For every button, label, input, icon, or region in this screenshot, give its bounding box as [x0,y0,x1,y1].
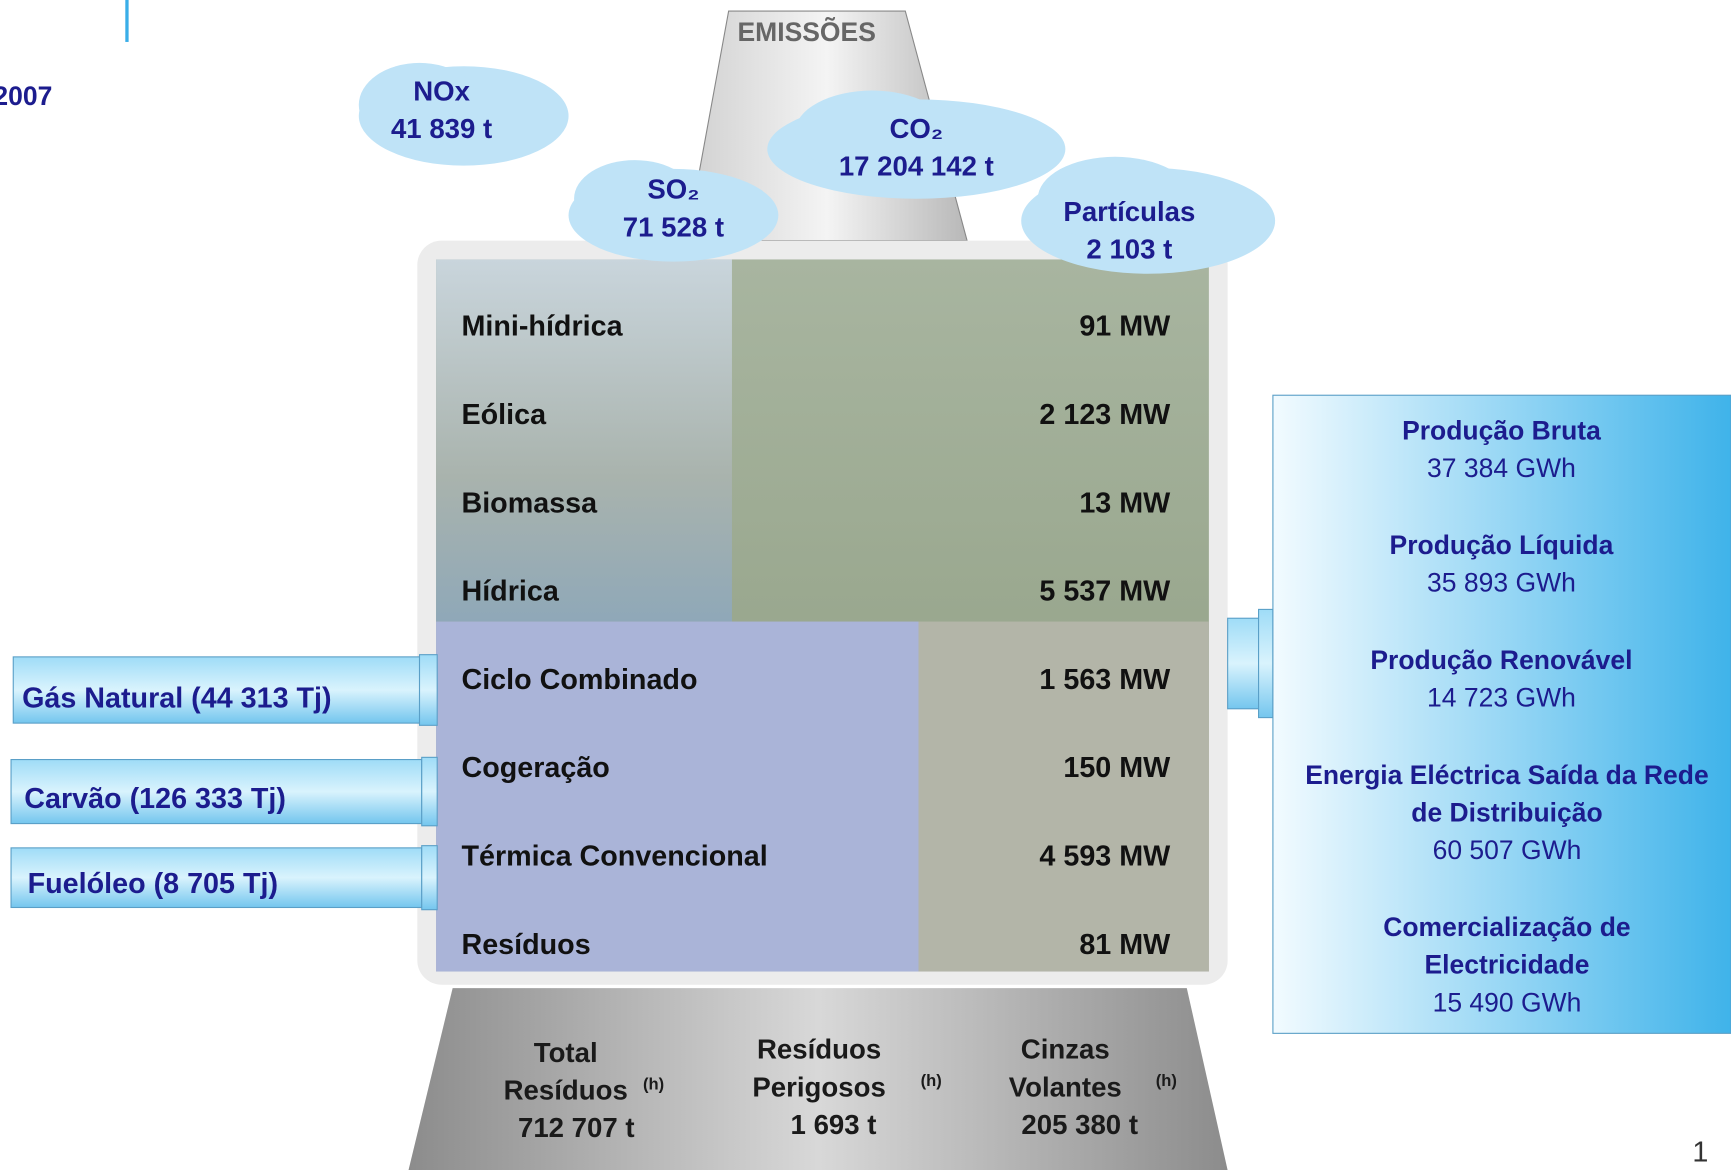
capacity-label: Mini-hídrica [461,309,622,343]
emission-value: 41 839 t [353,110,530,148]
waste-item: Total Resíduos(h) 712 707 t [466,1034,687,1147]
waste-note: (h) [643,1075,664,1094]
capacity-label: Cogeração [461,751,609,785]
production-title: Energia Eléctrica Saída da Rede de Distr… [1292,757,1723,832]
connector [420,655,438,726]
emission-label: Partículas [1030,193,1229,231]
connector [1259,609,1273,717]
waste-value: 712 707 t [466,1110,687,1148]
emission-value: 17 204 142 t [806,148,1027,186]
production-item: Energia Eléctrica Saída da Rede de Distr… [1292,757,1723,870]
capacity-value: 150 MW [1063,751,1170,785]
waste-title: Resíduos Perigosos [725,1031,913,1106]
connector [422,846,437,910]
production-title: Produção Líquida [1281,528,1723,566]
capacity-value: 2 123 MW [1039,397,1170,431]
emissions-title: EMISSÕES [737,18,875,49]
fuel-label: Carvão (126 333 Tj) [24,782,286,816]
capacity-label: Resíduos [461,927,590,961]
slide: 2007 EMISSÕES NOx41 839 t SO₂71 528 t CO… [0,0,1731,1170]
connector [1228,618,1259,709]
production-title: Comercialização de Electricidade [1336,910,1678,985]
fuel-label: Fuelóleo (8 705 Tj) [28,867,278,901]
capacity-value: 13 MW [1079,486,1170,520]
capacity-value: 4 593 MW [1039,839,1170,873]
production-title: Produção Bruta [1281,413,1723,451]
emission-label: NOx [353,73,530,111]
production-value: 60 507 GWh [1292,832,1723,870]
waste-item: Cinzas Volantes (h) 205 380 t [969,1031,1190,1144]
production-value: 14 723 GWh [1281,680,1723,718]
waste-note: (h) [921,1072,942,1091]
year: 2007 [0,82,52,113]
capacity-label: Hídrica [461,574,558,608]
capacity-value: 5 537 MW [1039,574,1170,608]
emission-label: SO₂ [585,171,762,209]
capacity-label: Eólica [461,397,546,431]
waste-item: Resíduos Perigosos (h) 1 693 t [723,1031,944,1144]
capacity-label: Térmica Convencional [461,839,767,873]
waste-value: 205 380 t [969,1106,1190,1144]
capacity-label: Biomassa [461,486,597,520]
connector [422,757,437,825]
waste-value: 1 693 t [723,1106,944,1144]
capacity-value: 81 MW [1079,927,1170,961]
production-value: 35 893 GWh [1281,565,1723,603]
production-value: 37 384 GWh [1281,450,1723,488]
capacity-value: 1 563 MW [1039,662,1170,696]
emission-value: 2 103 t [1030,231,1229,269]
page: 2007 EMISSÕES NOx41 839 t SO₂71 528 t CO… [0,0,1731,1170]
production-title: Produção Renovável [1281,643,1723,681]
page-number: 1 [1692,1135,1708,1169]
emission-value: 71 528 t [585,209,762,247]
fuel-label: Gás Natural (44 313 Tj) [22,681,331,715]
waste-title: Cinzas Volantes [982,1031,1148,1106]
waste-note: (h) [1156,1072,1177,1091]
production-value: 15 490 GWh [1336,985,1678,1023]
capacity-label: Ciclo Combinado [461,662,697,696]
emission-label: CO₂ [806,110,1027,148]
capacity-value: 91 MW [1079,309,1170,343]
waste-title: Total Resíduos [488,1034,643,1109]
